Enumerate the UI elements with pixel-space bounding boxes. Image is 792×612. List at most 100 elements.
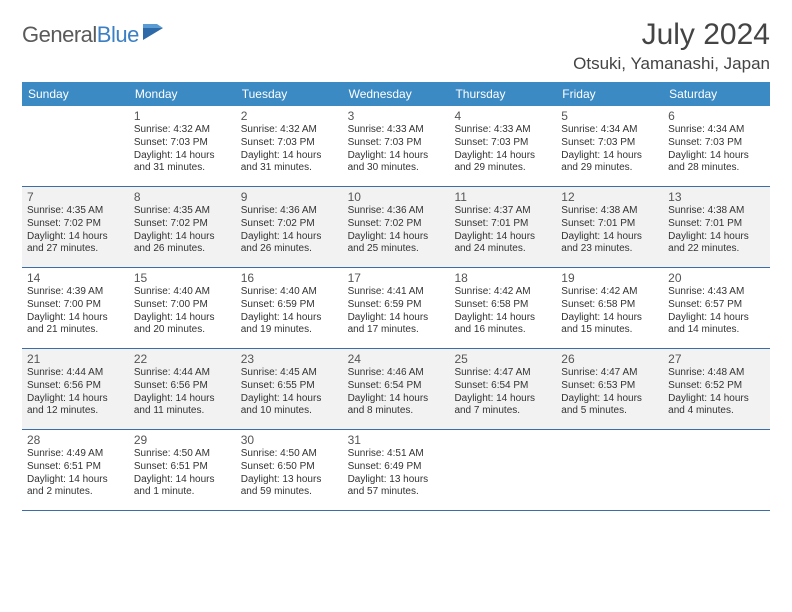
day-cell: 29Sunrise: 4:50 AMSunset: 6:51 PMDayligh…: [129, 430, 236, 510]
day-text: Sunrise: 4:44 AMSunset: 6:56 PMDaylight:…: [27, 367, 124, 418]
day-text: Sunrise: 4:32 AMSunset: 7:03 PMDaylight:…: [134, 124, 231, 175]
day-text: Sunrise: 4:38 AMSunset: 7:01 PMDaylight:…: [561, 205, 658, 256]
calendar: SundayMondayTuesdayWednesdayThursdayFrid…: [22, 82, 770, 511]
week-row: 21Sunrise: 4:44 AMSunset: 6:56 PMDayligh…: [22, 349, 770, 430]
day-number: 15: [134, 271, 231, 285]
day-text: Sunrise: 4:38 AMSunset: 7:01 PMDaylight:…: [668, 205, 765, 256]
day-text: Sunrise: 4:46 AMSunset: 6:54 PMDaylight:…: [348, 367, 445, 418]
week-row: 14Sunrise: 4:39 AMSunset: 7:00 PMDayligh…: [22, 268, 770, 349]
day-text: Sunrise: 4:45 AMSunset: 6:55 PMDaylight:…: [241, 367, 338, 418]
day-text: Sunrise: 4:44 AMSunset: 6:56 PMDaylight:…: [134, 367, 231, 418]
day-text: Sunrise: 4:39 AMSunset: 7:00 PMDaylight:…: [27, 286, 124, 337]
day-number: 21: [27, 352, 124, 366]
day-cell: 14Sunrise: 4:39 AMSunset: 7:00 PMDayligh…: [22, 268, 129, 348]
day-number: 18: [454, 271, 551, 285]
day-number: 29: [134, 433, 231, 447]
day-cell: 7Sunrise: 4:35 AMSunset: 7:02 PMDaylight…: [22, 187, 129, 267]
day-number: 13: [668, 190, 765, 204]
day-number: 9: [241, 190, 338, 204]
day-text: Sunrise: 4:49 AMSunset: 6:51 PMDaylight:…: [27, 448, 124, 499]
weekday-label: Tuesday: [236, 82, 343, 106]
day-text: Sunrise: 4:47 AMSunset: 6:54 PMDaylight:…: [454, 367, 551, 418]
weekday-header: SundayMondayTuesdayWednesdayThursdayFrid…: [22, 82, 770, 106]
day-number: 20: [668, 271, 765, 285]
day-number: 24: [348, 352, 445, 366]
day-cell: 2Sunrise: 4:32 AMSunset: 7:03 PMDaylight…: [236, 106, 343, 186]
day-text: Sunrise: 4:50 AMSunset: 6:50 PMDaylight:…: [241, 448, 338, 499]
day-cell: 23Sunrise: 4:45 AMSunset: 6:55 PMDayligh…: [236, 349, 343, 429]
day-cell: 5Sunrise: 4:34 AMSunset: 7:03 PMDaylight…: [556, 106, 663, 186]
day-cell: 8Sunrise: 4:35 AMSunset: 7:02 PMDaylight…: [129, 187, 236, 267]
day-number: 7: [27, 190, 124, 204]
logo-blue: Blue: [97, 22, 139, 47]
day-text: Sunrise: 4:36 AMSunset: 7:02 PMDaylight:…: [348, 205, 445, 256]
day-text: Sunrise: 4:35 AMSunset: 7:02 PMDaylight:…: [134, 205, 231, 256]
day-text: Sunrise: 4:33 AMSunset: 7:03 PMDaylight:…: [348, 124, 445, 175]
day-cell: [556, 430, 663, 510]
day-text: Sunrise: 4:48 AMSunset: 6:52 PMDaylight:…: [668, 367, 765, 418]
day-cell: 16Sunrise: 4:40 AMSunset: 6:59 PMDayligh…: [236, 268, 343, 348]
day-number: 23: [241, 352, 338, 366]
day-text: Sunrise: 4:47 AMSunset: 6:53 PMDaylight:…: [561, 367, 658, 418]
calendar-page: GeneralBlue July 2024 Otsuki, Yamanashi,…: [0, 0, 792, 511]
header: GeneralBlue July 2024 Otsuki, Yamanashi,…: [22, 18, 770, 74]
day-number: 11: [454, 190, 551, 204]
day-number: 2: [241, 109, 338, 123]
weekday-label: Sunday: [22, 82, 129, 106]
week-row: 28Sunrise: 4:49 AMSunset: 6:51 PMDayligh…: [22, 430, 770, 511]
day-number: 16: [241, 271, 338, 285]
day-cell: 31Sunrise: 4:51 AMSunset: 6:49 PMDayligh…: [343, 430, 450, 510]
day-text: Sunrise: 4:40 AMSunset: 7:00 PMDaylight:…: [134, 286, 231, 337]
day-number: 27: [668, 352, 765, 366]
day-number: 12: [561, 190, 658, 204]
day-text: Sunrise: 4:43 AMSunset: 6:57 PMDaylight:…: [668, 286, 765, 337]
day-cell: 22Sunrise: 4:44 AMSunset: 6:56 PMDayligh…: [129, 349, 236, 429]
day-cell: 26Sunrise: 4:47 AMSunset: 6:53 PMDayligh…: [556, 349, 663, 429]
day-cell: 20Sunrise: 4:43 AMSunset: 6:57 PMDayligh…: [663, 268, 770, 348]
day-number: 31: [348, 433, 445, 447]
day-cell: 27Sunrise: 4:48 AMSunset: 6:52 PMDayligh…: [663, 349, 770, 429]
location: Otsuki, Yamanashi, Japan: [573, 54, 770, 74]
day-number: 22: [134, 352, 231, 366]
day-text: Sunrise: 4:32 AMSunset: 7:03 PMDaylight:…: [241, 124, 338, 175]
logo-text: GeneralBlue: [22, 22, 139, 48]
day-cell: 9Sunrise: 4:36 AMSunset: 7:02 PMDaylight…: [236, 187, 343, 267]
day-text: Sunrise: 4:50 AMSunset: 6:51 PMDaylight:…: [134, 448, 231, 499]
day-text: Sunrise: 4:41 AMSunset: 6:59 PMDaylight:…: [348, 286, 445, 337]
day-cell: 6Sunrise: 4:34 AMSunset: 7:03 PMDaylight…: [663, 106, 770, 186]
day-number: 3: [348, 109, 445, 123]
day-text: Sunrise: 4:42 AMSunset: 6:58 PMDaylight:…: [454, 286, 551, 337]
day-text: Sunrise: 4:37 AMSunset: 7:01 PMDaylight:…: [454, 205, 551, 256]
day-text: Sunrise: 4:34 AMSunset: 7:03 PMDaylight:…: [668, 124, 765, 175]
day-text: Sunrise: 4:40 AMSunset: 6:59 PMDaylight:…: [241, 286, 338, 337]
day-cell: 24Sunrise: 4:46 AMSunset: 6:54 PMDayligh…: [343, 349, 450, 429]
flag-icon: [143, 24, 165, 47]
day-number: 30: [241, 433, 338, 447]
day-text: Sunrise: 4:36 AMSunset: 7:02 PMDaylight:…: [241, 205, 338, 256]
day-cell: 30Sunrise: 4:50 AMSunset: 6:50 PMDayligh…: [236, 430, 343, 510]
month-title: July 2024: [573, 18, 770, 52]
day-cell: 15Sunrise: 4:40 AMSunset: 7:00 PMDayligh…: [129, 268, 236, 348]
day-number: 26: [561, 352, 658, 366]
day-cell: 4Sunrise: 4:33 AMSunset: 7:03 PMDaylight…: [449, 106, 556, 186]
weekday-label: Thursday: [449, 82, 556, 106]
weeks-container: 1Sunrise: 4:32 AMSunset: 7:03 PMDaylight…: [22, 106, 770, 511]
day-cell: [663, 430, 770, 510]
week-row: 7 Sunrise: 4:35 AMSunset: 7:02 PMDaylight…: [22, 187, 770, 268]
title-block: July 2024 Otsuki, Yamanashi, Japan: [573, 18, 770, 74]
day-number: 28: [27, 433, 124, 447]
day-cell: 21Sunrise: 4:44 AMSunset: 6:56 PMDayligh…: [22, 349, 129, 429]
day-cell: 12Sunrise: 4:38 AMSunset: 7:01 PMDayligh…: [556, 187, 663, 267]
day-number: 6: [668, 109, 765, 123]
day-cell: 28Sunrise: 4:49 AMSunset: 6:51 PMDayligh…: [22, 430, 129, 510]
logo: GeneralBlue: [22, 18, 165, 48]
day-cell: [22, 106, 129, 186]
day-number: 17: [348, 271, 445, 285]
day-number: 14: [27, 271, 124, 285]
day-number: 25: [454, 352, 551, 366]
day-cell: 25Sunrise: 4:47 AMSunset: 6:54 PMDayligh…: [449, 349, 556, 429]
day-number: 19: [561, 271, 658, 285]
weekday-label: Monday: [129, 82, 236, 106]
day-text: Sunrise: 4:42 AMSunset: 6:58 PMDaylight:…: [561, 286, 658, 337]
day-number: 5: [561, 109, 658, 123]
